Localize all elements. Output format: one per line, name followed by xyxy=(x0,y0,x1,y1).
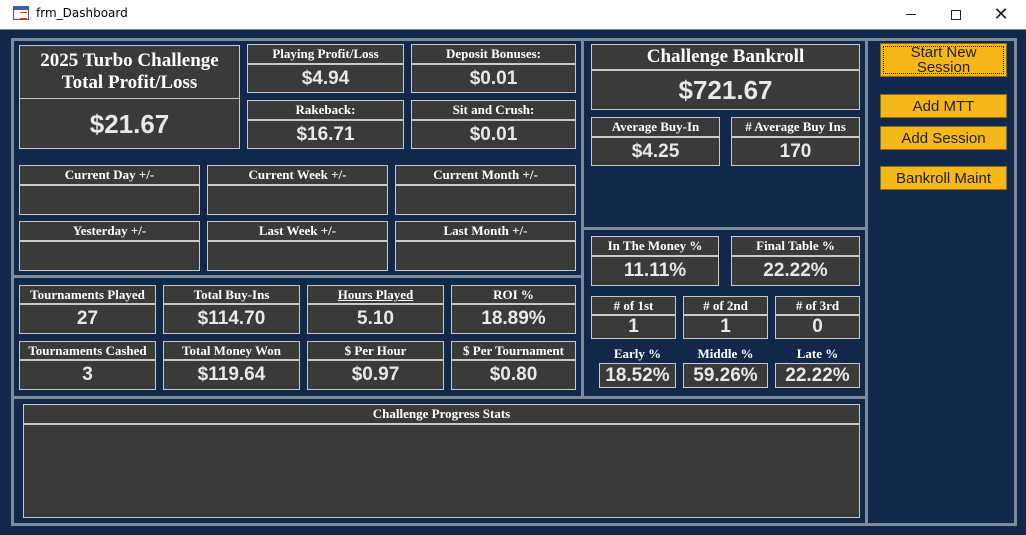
roi-label: ROI % xyxy=(451,285,576,304)
total-buyins-value: $114.70 xyxy=(163,304,300,334)
yesterday-label: Yesterday +/- xyxy=(19,221,200,241)
average-buyins-count-label: # Average Buy Ins xyxy=(731,117,860,137)
in-the-money-label: In The Money % xyxy=(591,236,719,256)
middle-label: Middle % xyxy=(697,346,754,361)
hours-played-value: 5.10 xyxy=(307,304,444,334)
current-month-label: Current Month +/- xyxy=(395,165,576,185)
total-profit-title: 2025 Turbo Challenge Total Profit/Loss xyxy=(20,46,239,99)
per-hour-label: $ Per Hour xyxy=(307,341,444,360)
deposit-bonuses-value: $0.01 xyxy=(411,64,576,93)
progress-stats-label: Challenge Progress Stats xyxy=(23,404,860,424)
current-week-value xyxy=(207,185,388,215)
last-month-label: Last Month +/- xyxy=(395,221,576,241)
buttons-panel xyxy=(865,38,1017,526)
total-money-won-value: $119.64 xyxy=(163,360,300,390)
deposit-bonuses-label: Deposit Bonuses: xyxy=(411,44,576,64)
maximize-icon xyxy=(951,9,961,20)
form-icon xyxy=(13,6,29,20)
minimize-icon xyxy=(906,14,916,15)
last-week-label: Last Week +/- xyxy=(207,221,388,241)
in-the-money-value: 11.11% xyxy=(591,256,719,286)
second-place-value: 1 xyxy=(683,315,768,339)
current-week-label: Current Week +/- xyxy=(207,165,388,185)
current-month-value xyxy=(395,185,576,215)
playing-profit-value: $4.94 xyxy=(247,64,404,93)
close-icon: ✕ xyxy=(993,4,1009,25)
first-place-value: 1 xyxy=(591,315,676,339)
tournaments-cashed-value: 3 xyxy=(19,360,156,390)
add-mtt-button[interactable]: Add MTT xyxy=(880,94,1007,118)
progress-stats-area xyxy=(23,424,860,518)
second-place-label: # of 2nd xyxy=(683,296,768,315)
final-table-label: Final Table % xyxy=(731,236,860,256)
tournaments-played-value: 27 xyxy=(19,304,156,334)
total-profit-value: $21.67 xyxy=(89,109,170,139)
yesterday-value xyxy=(19,241,200,271)
last-week-value xyxy=(207,241,388,271)
last-month-value xyxy=(395,241,576,271)
final-table-value: 22.22% xyxy=(731,256,860,286)
sit-and-crush-label: Sit and Crush: xyxy=(411,100,576,120)
playing-profit-label: Playing Profit/Loss xyxy=(247,44,404,64)
bankroll-value: $721.67 xyxy=(591,70,860,110)
late-value: 22.22% xyxy=(775,363,860,388)
maximize-button[interactable] xyxy=(933,0,979,29)
average-buyins-count-value: 170 xyxy=(731,137,860,166)
per-tournament-label: $ Per Tournament xyxy=(451,341,576,360)
bankroll-title: Challenge Bankroll xyxy=(591,44,860,70)
title-bar: frm_Dashboard ✕ xyxy=(0,0,1026,29)
start-new-session-button[interactable]: Start New Session xyxy=(880,43,1007,77)
total-buyins-label: Total Buy-Ins xyxy=(163,285,300,304)
minimize-button[interactable] xyxy=(888,0,934,29)
total-money-won-label: Total Money Won xyxy=(163,341,300,360)
early-label: Early % xyxy=(613,346,662,361)
first-place-label: # of 1st xyxy=(591,296,676,315)
close-button[interactable]: ✕ xyxy=(978,0,1024,29)
average-buyin-value: $4.25 xyxy=(591,137,720,166)
third-place-value: 0 xyxy=(775,315,860,339)
third-place-label: # of 3rd xyxy=(775,296,860,315)
dashboard-form: 2025 Turbo Challenge Total Profit/Loss $… xyxy=(0,29,1026,535)
add-session-button[interactable]: Add Session xyxy=(880,126,1007,150)
tournaments-played-label: Tournaments Played xyxy=(19,285,156,304)
current-day-label: Current Day +/- xyxy=(19,165,200,185)
sit-and-crush-value: $0.01 xyxy=(411,120,576,149)
rakeback-label: Rakeback: xyxy=(247,100,404,120)
average-buyin-label: Average Buy-In xyxy=(591,117,720,137)
per-hour-value: $0.97 xyxy=(307,360,444,390)
tournaments-cashed-label: Tournaments Cashed xyxy=(19,341,156,360)
late-label: Late % xyxy=(796,346,839,361)
early-value: 18.52% xyxy=(599,363,676,388)
total-profit-box: 2025 Turbo Challenge Total Profit/Loss $… xyxy=(19,45,240,149)
middle-value: 59.26% xyxy=(683,363,768,388)
per-tournament-value: $0.80 xyxy=(451,360,576,390)
current-day-value xyxy=(19,185,200,215)
bankroll-maint-button[interactable]: Bankroll Maint xyxy=(880,166,1007,190)
window-title: frm_Dashboard xyxy=(36,6,128,20)
roi-value: 18.89% xyxy=(451,304,576,334)
hours-played-label: Hours Played xyxy=(307,285,444,304)
rakeback-value: $16.71 xyxy=(247,120,404,149)
